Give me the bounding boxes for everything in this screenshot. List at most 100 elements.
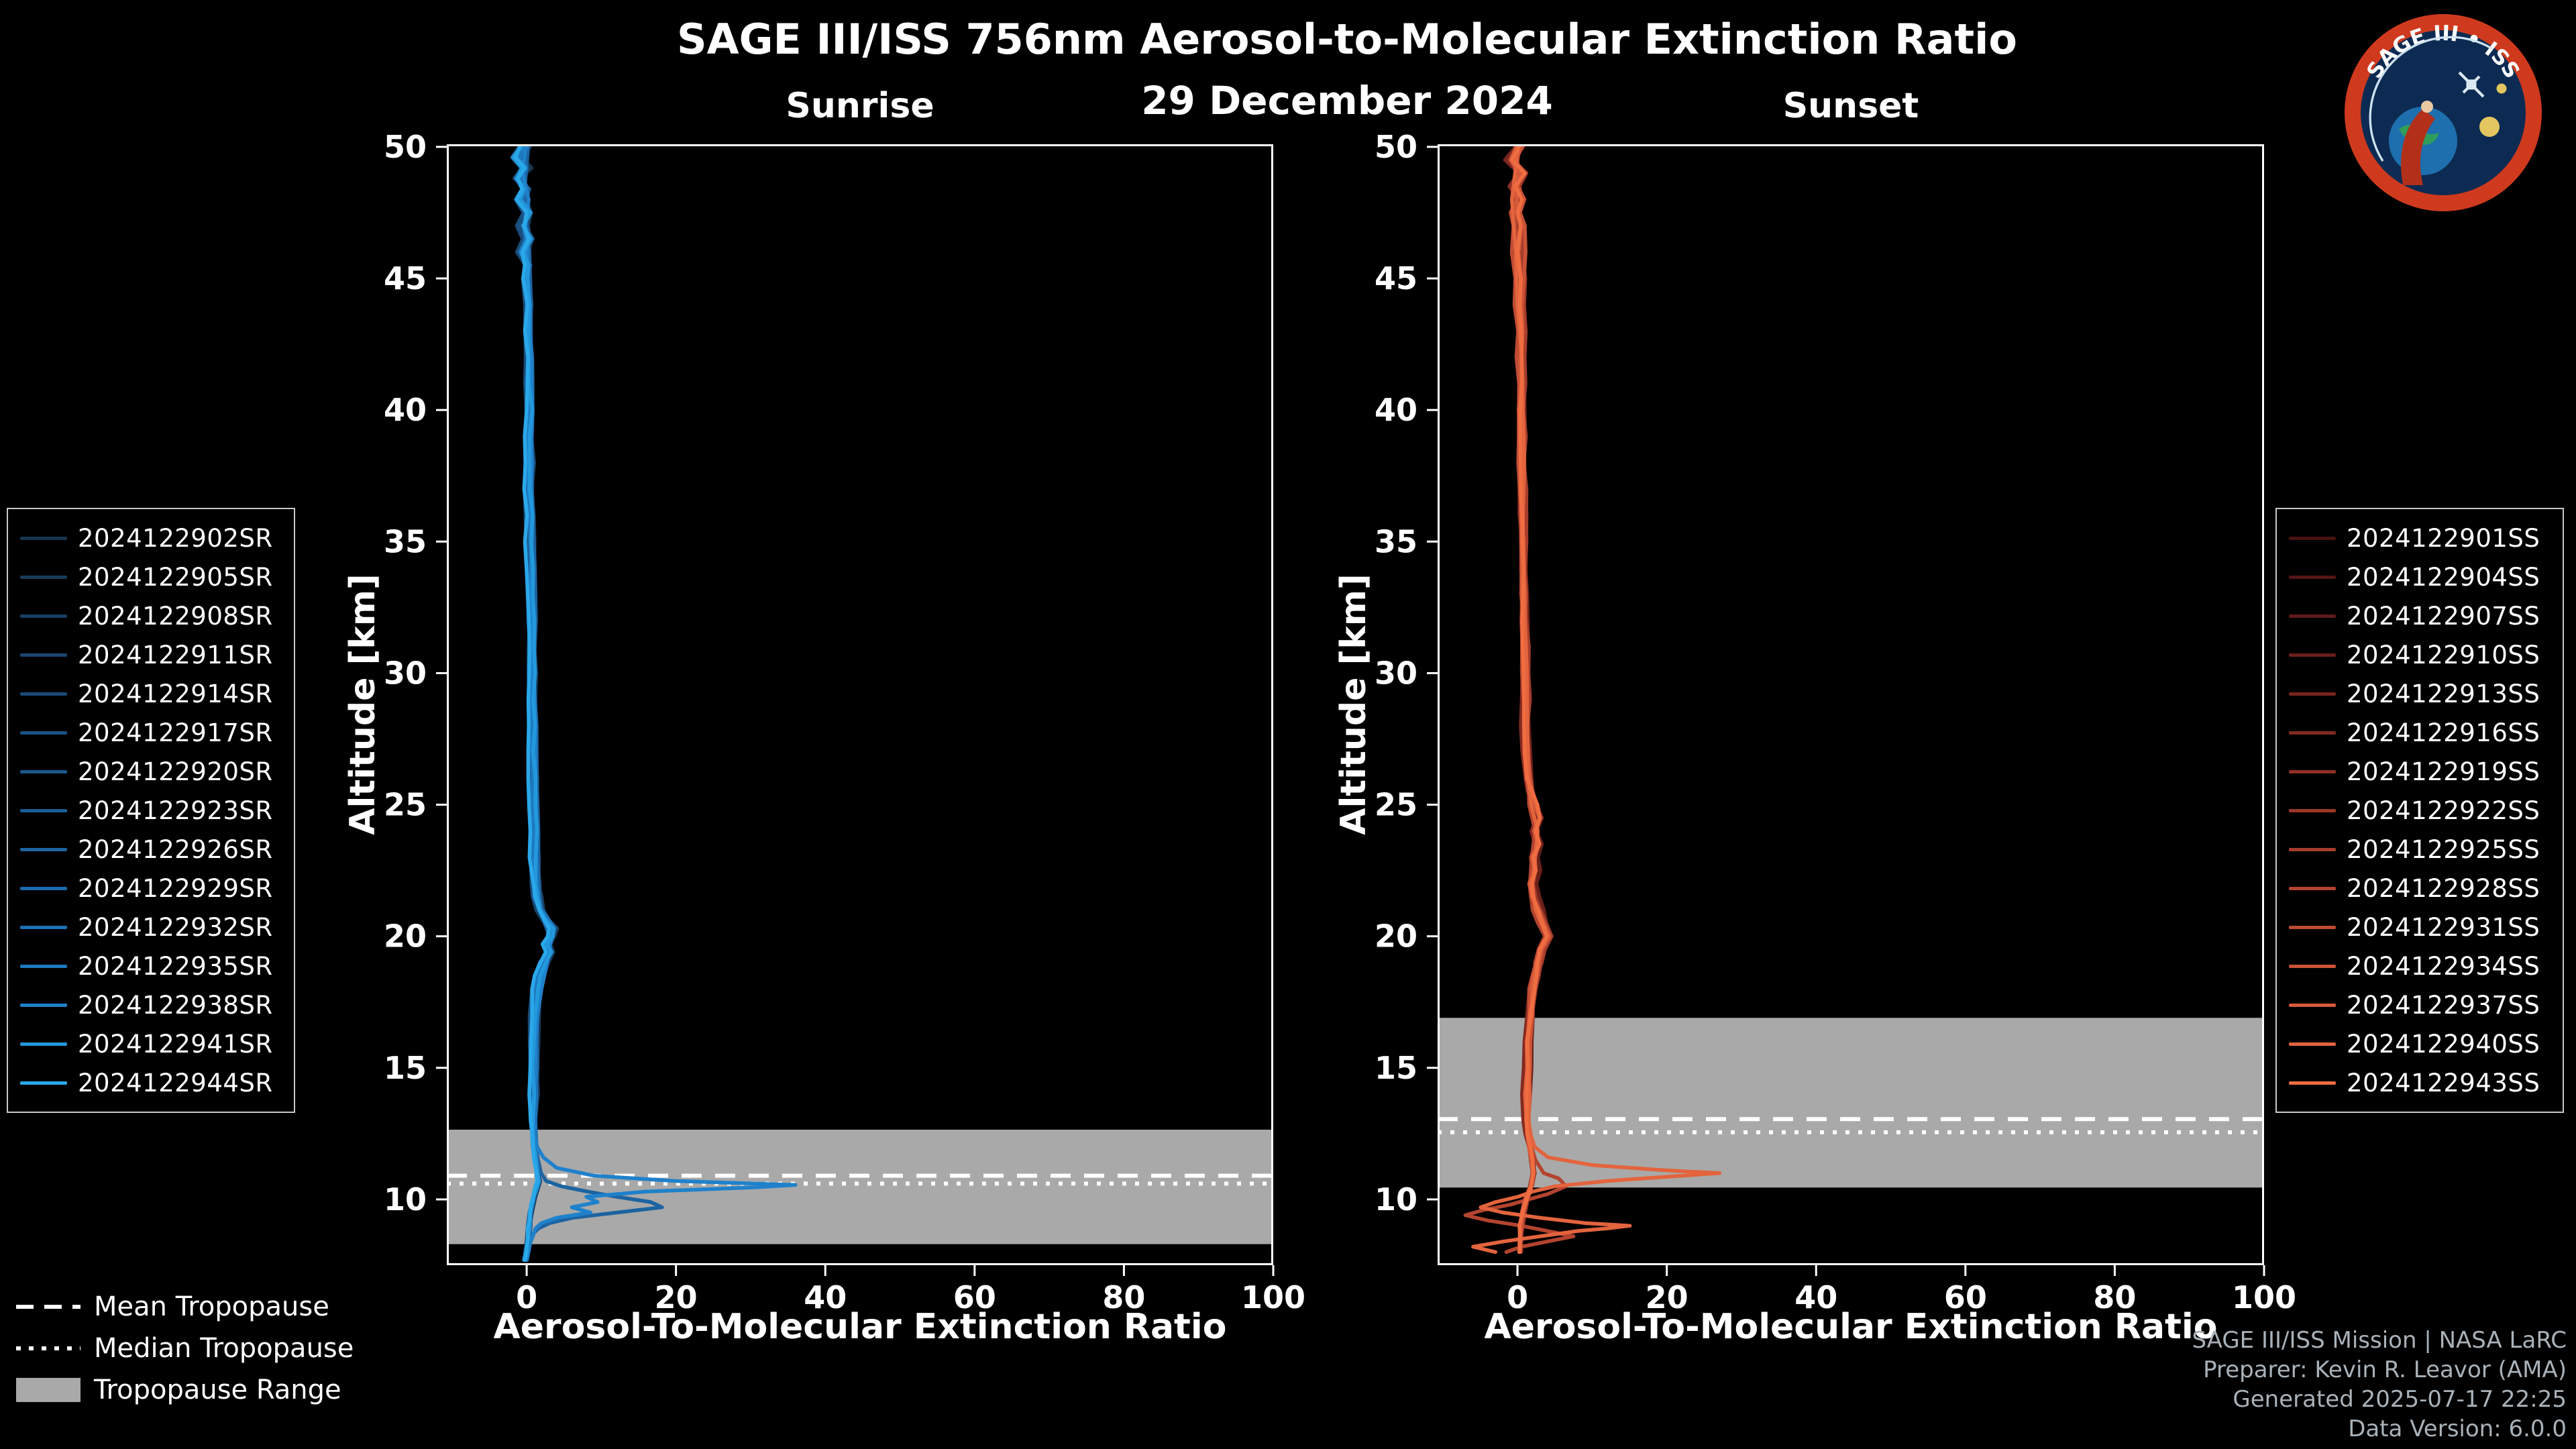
legend-label: 2024122943SS (2347, 1068, 2540, 1097)
legend-label: 2024122926SR (78, 835, 273, 864)
legend-line-swatch (20, 964, 67, 968)
legend-item: 2024122922SS (2277, 791, 2563, 830)
mean-tropopause-label: Mean Tropopause (94, 1291, 329, 1322)
legend-label: 2024122934SS (2347, 951, 2540, 981)
legend-line-swatch (20, 614, 67, 618)
y-tick-label: 50 (1375, 129, 1417, 165)
legend-label: 2024122920SR (78, 757, 273, 786)
legend-label: 2024122902SR (78, 523, 273, 553)
sunset-y-axis-label: Altitude [km] (1334, 574, 1374, 835)
legend-line-swatch (2289, 808, 2336, 812)
y-tick-label: 25 (384, 787, 427, 823)
legend-line-swatch (20, 925, 67, 929)
legend-line-swatch (20, 769, 67, 773)
legend-item: 2024122905SR (8, 557, 294, 596)
legend-line-swatch (2289, 536, 2336, 540)
legend-label: 2024122922SS (2347, 796, 2540, 825)
x-tick-label: 0 (1507, 1279, 1528, 1316)
y-tick-label: 20 (384, 918, 427, 955)
logo-orbit-line (2369, 36, 2492, 162)
figure-title: SAGE III/ISS 756nm Aerosol-to-Molecular … (676, 15, 2018, 64)
legend-item: 2024122925SS (2277, 830, 2563, 869)
legend-item: 2024122904SS (2277, 557, 2563, 596)
x-tick-label: 40 (1794, 1279, 1837, 1316)
legend-line-swatch (20, 536, 67, 540)
logo-moon (2479, 117, 2500, 137)
sunset-plot: 10 15 20 25 30 35 40 45 50 0 20 40 60 80 100 (1375, 129, 2296, 1316)
gray-patch-swatch (16, 1377, 80, 1402)
legend-label: 2024122901SS (2347, 523, 2540, 553)
legend-item: 2024122916SS (2277, 713, 2563, 752)
legend-label: 2024122928SS (2347, 873, 2540, 903)
legend-item: 2024122940SS (2277, 1024, 2563, 1063)
tropopause-range-band (447, 1129, 1273, 1244)
legend-line-swatch (2289, 731, 2336, 735)
legend-item: 2024122902SR (8, 519, 294, 557)
legend-label: 2024122910SS (2347, 640, 2540, 669)
tropopause-range-label: Tropopause Range (94, 1374, 341, 1405)
legend-label: 2024122917SR (78, 718, 273, 747)
legend-item: 2024122917SR (8, 713, 294, 752)
legend-label: 2024122935SR (78, 951, 273, 981)
legend-item: 2024122944SR (8, 1063, 294, 1102)
legend-item: 2024122920SR (8, 752, 294, 791)
sunrise-x-axis-label: Aerosol-To-Molecular Extinction Ratio (493, 1307, 1227, 1347)
x-tick-label: 40 (804, 1279, 847, 1316)
x-tick-label: 0 (516, 1279, 537, 1316)
legend-item: 2024122926SR (8, 830, 294, 869)
legend-label: 2024122907SS (2347, 601, 2540, 631)
mean-tropopause-legend-item: Mean Tropopause (16, 1291, 354, 1322)
legend-item: 2024122929SR (8, 869, 294, 908)
legend-item: 2024122941SR (8, 1024, 294, 1063)
legend-item: 2024122943SS (2277, 1063, 2563, 1102)
legend-item: 2024122908SR (8, 596, 294, 635)
legend-line-swatch (20, 731, 67, 735)
legend-label: 2024122938SR (78, 990, 273, 1020)
legend-label: 2024122940SS (2347, 1029, 2540, 1059)
y-tick-label: 45 (1375, 260, 1417, 297)
legend-item: 2024122911SR (8, 635, 294, 674)
legend-line-swatch (2289, 769, 2336, 773)
y-tick-label: 35 (384, 523, 427, 559)
y-tick-label: 50 (384, 129, 427, 165)
sunrise-legend: 2024122902SR 2024122905SR 2024122908SR 2024… (7, 508, 295, 1113)
legend-line-swatch (2289, 575, 2336, 579)
x-tick-label: 20 (1646, 1279, 1688, 1316)
legend-line-swatch (2289, 1081, 2336, 1085)
profile-line-2024122944SR (513, 145, 551, 1262)
legend-label: 2024122916SS (2347, 718, 2540, 747)
legend-label: 2024122937SS (2347, 990, 2540, 1020)
legend-line-swatch (2289, 847, 2336, 851)
figure-date: 29 December 2024 (1141, 78, 1553, 123)
profile-line-2024122941SR (511, 145, 555, 1262)
plot-frame (447, 144, 1273, 1265)
legend-item: 2024122910SS (2277, 635, 2563, 674)
legend-label: 2024122931SS (2347, 912, 2540, 942)
legend-item: 2024122938SR (8, 985, 294, 1024)
legend-line-swatch (20, 575, 67, 579)
sunset-x-axis-label: Aerosol-To-Molecular Extinction Ratio (1484, 1307, 2218, 1347)
x-tick-label: 100 (2232, 1279, 2296, 1316)
y-tick-label: 40 (384, 392, 427, 428)
legend-item: 2024122913SS (2277, 674, 2563, 713)
legend-label: 2024122913SS (2347, 679, 2540, 708)
legend-line-swatch (20, 808, 67, 812)
logo-iss-icon (2458, 71, 2485, 98)
y-tick-label: 30 (384, 655, 427, 691)
legend-line-swatch (20, 1003, 67, 1007)
sage-iii-iss-logo: SAGE III • ISS (2345, 14, 2542, 211)
sunrise-y-axis-label: Altitude [km] (343, 574, 383, 835)
y-tick-label: 20 (1375, 918, 1417, 955)
credit-preparer: Preparer: Kevin R. Leavor (AMA) (2203, 1356, 2567, 1383)
y-tick-label: 10 (1375, 1181, 1417, 1218)
legend-line-swatch (2289, 653, 2336, 657)
x-tick-label: 20 (655, 1279, 698, 1316)
x-tick-label: 100 (1241, 1279, 1305, 1316)
legend-item: 2024122937SS (2277, 985, 2563, 1024)
x-tick-label: 60 (1944, 1279, 1987, 1316)
legend-label: 2024122929SR (78, 873, 273, 903)
sunrise-panel-title: Sunrise (786, 86, 934, 126)
profile-line-2024122926SR (521, 145, 664, 1259)
legend-label: 2024122941SR (78, 1029, 273, 1059)
credit-generated: Generated 2025-07-17 22:25 (2233, 1386, 2567, 1413)
